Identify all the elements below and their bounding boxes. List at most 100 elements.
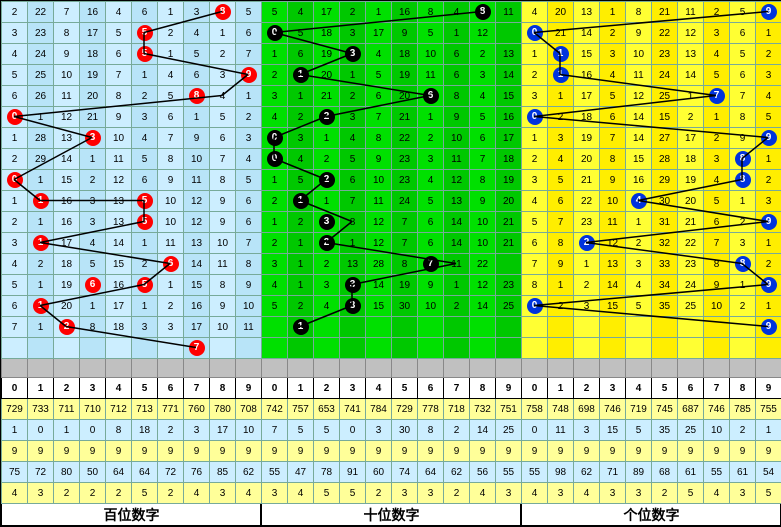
stats-cell: 9 bbox=[236, 441, 262, 462]
stats-cell: 89 bbox=[626, 462, 652, 483]
ball-marker: 4 bbox=[631, 193, 647, 209]
trend-cell: 1 bbox=[132, 233, 158, 254]
trend-cell: 1 bbox=[158, 275, 184, 296]
trend-row: 15261023412819 bbox=[262, 170, 522, 191]
lottery-trend-root: 2227164613853238175524164249186515275251… bbox=[0, 0, 781, 527]
trend-cell: 1 bbox=[730, 191, 756, 212]
trend-cell: 1 bbox=[626, 212, 652, 233]
trend-cell bbox=[600, 338, 626, 359]
stats-cell: 9 bbox=[652, 441, 678, 462]
ball-marker: 9 bbox=[761, 277, 777, 293]
stats-cell: 5 bbox=[756, 483, 781, 504]
trend-cell: 6 bbox=[548, 191, 574, 212]
trend-cell: 2 bbox=[314, 107, 340, 128]
trend-cell: 5 bbox=[80, 254, 106, 275]
trend-cell: 2 bbox=[132, 86, 158, 107]
trend-cell bbox=[418, 317, 444, 338]
separator-cell bbox=[392, 359, 418, 378]
trend-cell bbox=[626, 317, 652, 338]
trend-cell: 8 bbox=[184, 86, 210, 107]
trend-cell: 8 bbox=[522, 275, 548, 296]
trend-cell: 23 bbox=[678, 254, 704, 275]
trend-cell: 16 bbox=[574, 65, 600, 86]
trend-cell: 1 bbox=[522, 128, 548, 149]
trend-cell: 12 bbox=[444, 170, 470, 191]
panel-label: 十位数字 bbox=[262, 504, 522, 526]
trend-cell: 2 bbox=[28, 254, 54, 275]
trend-cell: 30 bbox=[392, 296, 418, 317]
trend-cell: 2 bbox=[626, 233, 652, 254]
trend-cell: 19 bbox=[314, 44, 340, 65]
trend-cell: 19 bbox=[574, 128, 600, 149]
separator-cell bbox=[548, 359, 574, 378]
trend-row: 0314822210617 bbox=[262, 128, 522, 149]
stats-cell: 748 bbox=[548, 399, 574, 420]
stats-cell: 4 bbox=[236, 483, 262, 504]
trend-cell: 5 bbox=[704, 191, 730, 212]
trend-cell bbox=[444, 338, 470, 359]
ball-marker: 8 bbox=[735, 256, 751, 272]
trend-cell: 19 bbox=[392, 65, 418, 86]
trend-cell: 15 bbox=[184, 275, 210, 296]
stats-cell: 4 bbox=[704, 483, 730, 504]
ball-marker: 2 bbox=[579, 235, 595, 251]
trend-cell: 10 bbox=[626, 44, 652, 65]
trend-cell: 3 bbox=[340, 275, 366, 296]
trend-cell: 9 bbox=[366, 149, 392, 170]
trend-cell: 35 bbox=[652, 296, 678, 317]
trend-cell: 10 bbox=[418, 44, 444, 65]
trend-cell: 11 bbox=[106, 149, 132, 170]
trend-cell: 6 bbox=[80, 275, 106, 296]
trend-row: 21163135101296 bbox=[2, 212, 262, 233]
trend-cell bbox=[522, 338, 548, 359]
trend-cell: 3 bbox=[314, 212, 340, 233]
trend-cell: 1 bbox=[340, 233, 366, 254]
trend-cell bbox=[730, 317, 756, 338]
trend-cell: 4 bbox=[80, 233, 106, 254]
trend-cell: 17 bbox=[678, 128, 704, 149]
trend-cell bbox=[574, 317, 600, 338]
trend-cell: 5 bbox=[288, 23, 314, 44]
stats-cell: 9 bbox=[470, 441, 496, 462]
trend-cell: 20 bbox=[54, 296, 80, 317]
trend-cell: 6 bbox=[470, 128, 496, 149]
trend-cell: 2 bbox=[314, 149, 340, 170]
trend-cell: 1 bbox=[314, 191, 340, 212]
trend-cell: 2 bbox=[80, 170, 106, 191]
trend-cell: 8 bbox=[626, 2, 652, 23]
trend-cell: 2 bbox=[756, 254, 781, 275]
trend-cell: 10 bbox=[444, 128, 470, 149]
trend-cell: 1 bbox=[262, 212, 288, 233]
trend-cell: 18 bbox=[496, 149, 522, 170]
header-cell: 5 bbox=[132, 378, 158, 399]
trend-cell: 2 bbox=[158, 296, 184, 317]
trend-cell: 1 bbox=[28, 233, 54, 254]
trend-cell: 5 bbox=[184, 44, 210, 65]
trend-cell: 8 bbox=[158, 149, 184, 170]
trend-cell: 7 bbox=[392, 212, 418, 233]
trend-row: 42013182111259 bbox=[522, 2, 781, 23]
separator-cell bbox=[28, 359, 54, 378]
trend-cell: 2 bbox=[340, 2, 366, 23]
trend-cell bbox=[314, 317, 340, 338]
trend-row: 11153102313452 bbox=[522, 44, 781, 65]
stats-cell: 0 bbox=[28, 420, 54, 441]
stats-cell: 9 bbox=[626, 441, 652, 462]
ball-marker: 0 bbox=[527, 25, 543, 41]
trend-cell bbox=[288, 338, 314, 359]
trend-cell: 3 bbox=[314, 275, 340, 296]
ball-marker: 9 bbox=[241, 67, 257, 83]
stats-cell: 2 bbox=[158, 420, 184, 441]
trend-cell: 5 bbox=[730, 2, 756, 23]
trend-cell: 0 bbox=[2, 170, 28, 191]
stats-cell: 0 bbox=[522, 420, 548, 441]
stats-cell: 687 bbox=[678, 399, 704, 420]
ball-marker: 9 bbox=[761, 130, 777, 146]
header-cell: 6 bbox=[418, 378, 444, 399]
trend-cell: 2 bbox=[2, 149, 28, 170]
trend-cell: 6 bbox=[158, 107, 184, 128]
stats-cell: 9 bbox=[522, 441, 548, 462]
trend-cell: 2 bbox=[132, 254, 158, 275]
stats-cell: 732 bbox=[470, 399, 496, 420]
trend-cell: 15 bbox=[106, 254, 132, 275]
